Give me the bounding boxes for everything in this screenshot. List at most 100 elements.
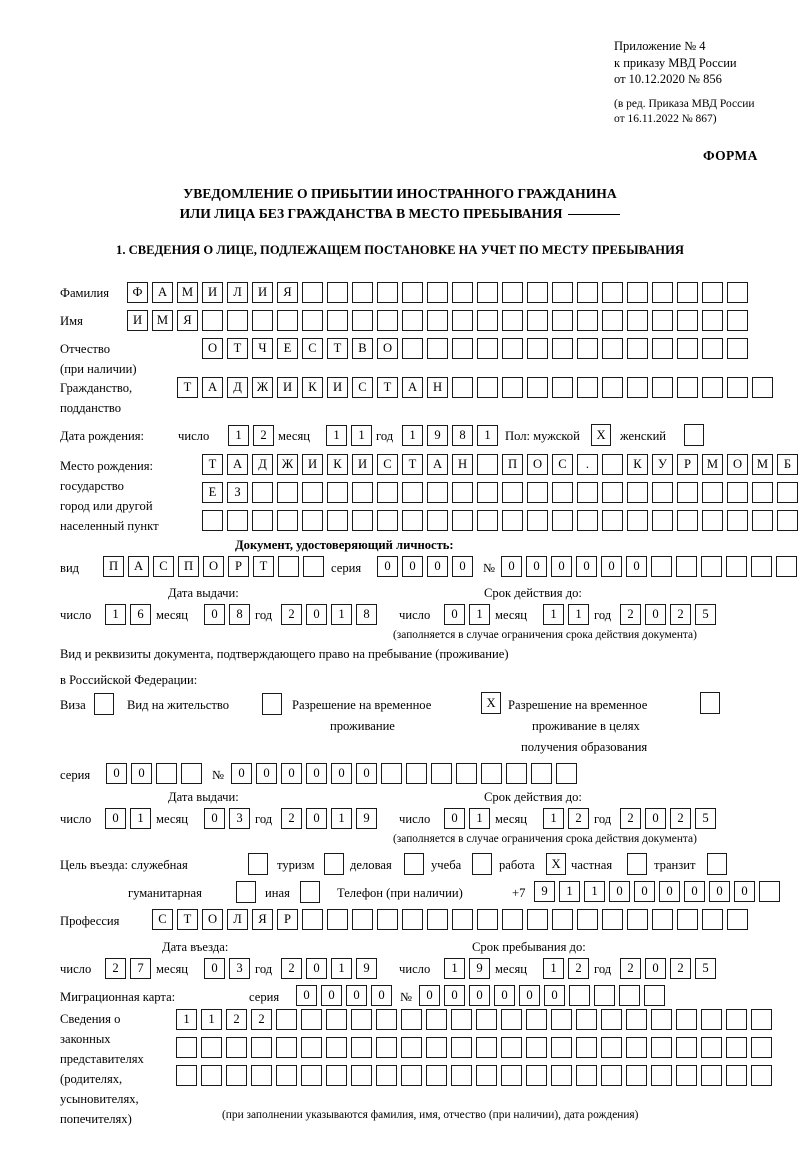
citizenship-cell[interactable]: А xyxy=(402,377,423,398)
profession-cell[interactable]: О xyxy=(202,909,223,930)
phone-cell[interactable]: 1 xyxy=(559,881,580,902)
stay-day-cell[interactable]: 1 xyxy=(444,958,465,979)
surname-cell[interactable] xyxy=(702,282,723,303)
birth-place-1-cell[interactable]: Н xyxy=(452,454,473,475)
birth-place-2-cell[interactable] xyxy=(777,482,798,503)
birth-place-3-cell[interactable] xyxy=(502,510,523,531)
birth-place-1-cell[interactable]: М xyxy=(752,454,773,475)
legal-rep-3-cell[interactable] xyxy=(551,1065,572,1086)
patronymic-cell[interactable] xyxy=(552,338,573,359)
birth-place-1-cell[interactable] xyxy=(602,454,623,475)
entry-year-cell[interactable]: 0 xyxy=(306,958,327,979)
doc-kind-cell[interactable]: П xyxy=(103,556,124,577)
profession-cell[interactable] xyxy=(577,909,598,930)
patronymic-cell[interactable] xyxy=(427,338,448,359)
doc-issue-day-cell[interactable]: 6 xyxy=(130,604,151,625)
patronymic-cell[interactable]: Т xyxy=(227,338,248,359)
citizenship-cell[interactable] xyxy=(727,377,748,398)
legal-rep-2-cell[interactable] xyxy=(451,1037,472,1058)
citizenship-cell[interactable] xyxy=(652,377,673,398)
birth-place-3-cell[interactable] xyxy=(477,510,498,531)
birth-place-2-cell[interactable] xyxy=(277,482,298,503)
legal-rep-1-cell[interactable] xyxy=(726,1009,747,1030)
surname-cell[interactable]: И xyxy=(202,282,223,303)
profession-cell[interactable] xyxy=(377,909,398,930)
legal-rep-2-cell[interactable] xyxy=(476,1037,497,1058)
legal-rep-1-cell[interactable] xyxy=(401,1009,422,1030)
doc-issue-year-cell[interactable]: 0 xyxy=(306,604,327,625)
legal-rep-2-cell[interactable] xyxy=(226,1037,247,1058)
patronymic-cell[interactable] xyxy=(577,338,598,359)
doc-series-cell[interactable]: 0 xyxy=(452,556,473,577)
legal-rep-3-cell[interactable] xyxy=(401,1065,422,1086)
legal-rep-1-cell[interactable] xyxy=(326,1009,347,1030)
doc-valid-year-cell[interactable]: 0 xyxy=(645,604,666,625)
patronymic-cell[interactable] xyxy=(677,338,698,359)
entry-year-cell[interactable]: 1 xyxy=(331,958,352,979)
birth-year-cell[interactable]: 1 xyxy=(402,425,423,446)
citizenship-cell[interactable] xyxy=(552,377,573,398)
legal-rep-1-cell[interactable]: 2 xyxy=(251,1009,272,1030)
legal-rep-1-cell[interactable] xyxy=(351,1009,372,1030)
doc-kind-cell[interactable] xyxy=(303,556,324,577)
surname-cell[interactable] xyxy=(677,282,698,303)
permit-number-cell[interactable]: 0 xyxy=(331,763,352,784)
legal-rep-3-cell[interactable] xyxy=(201,1065,222,1086)
birth-place-2-cell[interactable] xyxy=(352,482,373,503)
legal-rep-2-cell[interactable] xyxy=(526,1037,547,1058)
birth-place-2-cell[interactable] xyxy=(527,482,548,503)
purpose-private-checkbox[interactable] xyxy=(627,853,647,875)
profession-cell[interactable]: Р xyxy=(277,909,298,930)
birth-place-3-cell[interactable] xyxy=(302,510,323,531)
profession-cell[interactable]: Я xyxy=(252,909,273,930)
birth-place-1-cell[interactable]: И xyxy=(302,454,323,475)
name-cell[interactable] xyxy=(527,310,548,331)
surname-cell[interactable] xyxy=(327,282,348,303)
surname-cell[interactable] xyxy=(552,282,573,303)
patronymic-cell[interactable] xyxy=(502,338,523,359)
birth-place-2-cell[interactable] xyxy=(302,482,323,503)
legal-rep-3-cell[interactable] xyxy=(701,1065,722,1086)
permit-number-cell[interactable] xyxy=(456,763,477,784)
legal-rep-3-cell[interactable] xyxy=(326,1065,347,1086)
name-cell[interactable] xyxy=(627,310,648,331)
birth-place-1-cell[interactable]: Б xyxy=(777,454,798,475)
legal-rep-3-cell[interactable] xyxy=(226,1065,247,1086)
stay-year-cell[interactable]: 0 xyxy=(645,958,666,979)
name-cell[interactable] xyxy=(427,310,448,331)
doc-kind-cell[interactable]: Т xyxy=(253,556,274,577)
legal-rep-1-cell[interactable] xyxy=(751,1009,772,1030)
birth-place-3-cell[interactable] xyxy=(202,510,223,531)
birth-place-1-cell[interactable]: О xyxy=(527,454,548,475)
permit-number-cell[interactable]: 0 xyxy=(281,763,302,784)
legal-rep-3-cell[interactable] xyxy=(626,1065,647,1086)
birth-place-1-cell[interactable]: К xyxy=(627,454,648,475)
permit-valid-month-cell[interactable]: 2 xyxy=(568,808,589,829)
doc-valid-month-cell[interactable]: 1 xyxy=(543,604,564,625)
patronymic-cell[interactable] xyxy=(452,338,473,359)
legal-rep-1-cell[interactable] xyxy=(676,1009,697,1030)
name-cell[interactable] xyxy=(227,310,248,331)
birth-place-1-cell[interactable]: Т xyxy=(202,454,223,475)
legal-rep-3-cell[interactable] xyxy=(351,1065,372,1086)
permit-valid-month-cell[interactable]: 1 xyxy=(543,808,564,829)
birth-place-3-cell[interactable] xyxy=(652,510,673,531)
patronymic-cell[interactable] xyxy=(477,338,498,359)
birth-place-2-cell[interactable] xyxy=(427,482,448,503)
phone-cell[interactable]: 0 xyxy=(734,881,755,902)
legal-rep-2-cell[interactable] xyxy=(626,1037,647,1058)
birth-place-2-cell[interactable] xyxy=(327,482,348,503)
birth-place-1-cell[interactable]: У xyxy=(652,454,673,475)
birth-year-cell[interactable]: 9 xyxy=(427,425,448,446)
profession-cell[interactable] xyxy=(702,909,723,930)
name-cell[interactable] xyxy=(577,310,598,331)
birth-place-2-cell[interactable] xyxy=(602,482,623,503)
birth-place-2-cell[interactable]: З xyxy=(227,482,248,503)
